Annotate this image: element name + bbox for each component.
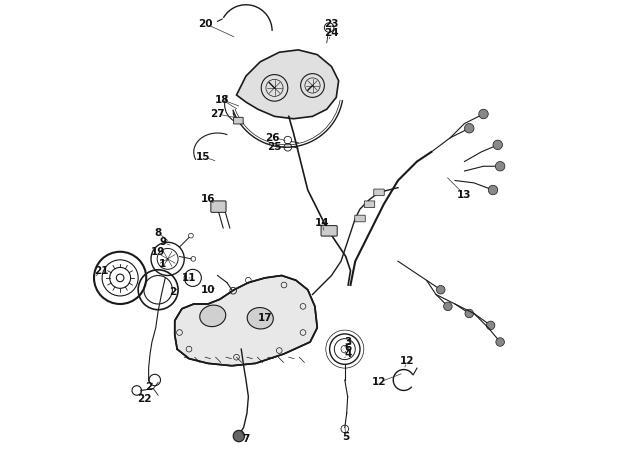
Text: 16: 16 [201, 194, 215, 205]
Text: 12: 12 [400, 356, 415, 366]
Text: 15: 15 [196, 152, 211, 162]
Ellipse shape [200, 305, 226, 327]
Ellipse shape [248, 307, 273, 329]
Text: 2: 2 [145, 382, 152, 392]
FancyBboxPatch shape [234, 117, 243, 124]
Text: 17: 17 [258, 313, 272, 323]
Text: 27: 27 [210, 109, 225, 119]
Text: 22: 22 [137, 394, 151, 404]
Text: 6: 6 [344, 342, 352, 353]
Text: 8: 8 [154, 228, 162, 238]
Text: 24: 24 [324, 28, 339, 38]
Circle shape [488, 185, 498, 195]
Text: 10: 10 [201, 285, 215, 295]
FancyBboxPatch shape [364, 201, 375, 208]
Text: 1: 1 [159, 258, 166, 269]
Text: 21: 21 [94, 266, 108, 276]
Circle shape [493, 140, 502, 150]
Circle shape [233, 430, 244, 442]
Text: 5: 5 [342, 432, 349, 442]
Polygon shape [236, 50, 339, 119]
Circle shape [444, 302, 452, 311]
Text: 9: 9 [159, 237, 166, 247]
Circle shape [479, 109, 488, 119]
Circle shape [465, 309, 474, 318]
Text: 14: 14 [315, 218, 329, 228]
Text: 19: 19 [151, 247, 165, 257]
Text: 2: 2 [169, 287, 176, 297]
Text: 25: 25 [268, 142, 282, 152]
Text: 18: 18 [215, 95, 229, 105]
FancyBboxPatch shape [321, 226, 338, 236]
Text: 23: 23 [324, 19, 339, 29]
Text: 7: 7 [242, 434, 250, 445]
Text: 11: 11 [182, 273, 196, 283]
Text: 4: 4 [344, 349, 352, 359]
Circle shape [486, 321, 495, 330]
Text: 20: 20 [198, 19, 213, 29]
Polygon shape [175, 276, 318, 366]
Circle shape [496, 338, 504, 346]
FancyBboxPatch shape [374, 189, 384, 196]
Circle shape [464, 124, 474, 133]
Circle shape [436, 285, 445, 294]
FancyBboxPatch shape [355, 215, 365, 222]
Text: 3: 3 [344, 337, 352, 347]
Text: 26: 26 [265, 133, 279, 143]
Circle shape [496, 162, 505, 171]
Text: 13: 13 [458, 190, 472, 200]
FancyBboxPatch shape [211, 201, 226, 212]
Text: 12: 12 [372, 377, 386, 388]
